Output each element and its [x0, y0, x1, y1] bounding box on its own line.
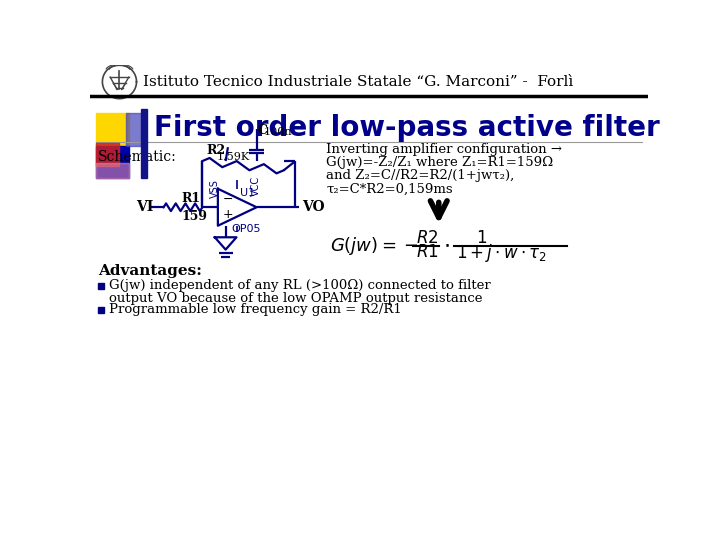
Text: G(jw) independent of any RL (>100Ω) connected to filter: G(jw) independent of any RL (>100Ω) conn…	[109, 279, 490, 292]
Text: G(jw)=-Z₂/Z₁ where Z₁=R1=159Ω: G(jw)=-Z₂/Z₁ where Z₁=R1=159Ω	[326, 156, 554, 169]
Text: Programmable low frequency gain = R2/R1: Programmable low frequency gain = R2/R1	[109, 303, 401, 316]
Text: VCC: VCC	[251, 176, 261, 195]
Text: $G(jw) = -$: $G(jw) = -$	[330, 235, 419, 256]
Text: U1: U1	[240, 188, 255, 198]
Text: VO: VO	[302, 200, 325, 214]
Bar	[141, 109, 147, 178]
Bar	[96, 163, 129, 178]
Text: output VO because of the low OPAMP output resistance: output VO because of the low OPAMP outpu…	[109, 292, 482, 305]
Text: OP05: OP05	[232, 224, 261, 234]
Text: C: C	[258, 124, 267, 137]
Text: R2: R2	[206, 144, 225, 157]
Text: $1 + j \cdot w \cdot \tau_2$: $1 + j \cdot w \cdot \tau_2$	[456, 242, 546, 264]
Text: and Z₂=C//R2=R2/(1+jwτ₂),: and Z₂=C//R2=R2/(1+jwτ₂),	[326, 169, 515, 182]
Text: 159: 159	[181, 210, 207, 223]
Text: 1.59K: 1.59K	[216, 152, 250, 162]
Text: $R1$: $R1$	[415, 244, 438, 261]
Text: −: −	[222, 193, 233, 206]
Text: R1: R1	[181, 192, 201, 205]
Text: VSS: VSS	[210, 179, 220, 198]
Bar	[98, 307, 104, 313]
Text: Inverting amplifier configuration →: Inverting amplifier configuration →	[326, 143, 562, 156]
Text: VI: VI	[137, 200, 154, 214]
Bar	[98, 283, 104, 289]
Bar	[126, 113, 143, 146]
Text: 100n: 100n	[264, 127, 292, 137]
Bar	[96, 146, 129, 178]
Text: Istituto Tecnico Industriale Statale “G. Marconi” -  Forlì: Istituto Tecnico Industriale Statale “G.…	[143, 75, 573, 89]
Text: $\cdot$: $\cdot$	[443, 235, 449, 255]
Text: $1$: $1$	[476, 231, 487, 247]
Text: +: +	[222, 208, 233, 221]
Text: First order low-pass active filter: First order low-pass active filter	[153, 114, 660, 142]
Text: $R2$: $R2$	[415, 231, 438, 247]
Text: Advantages:: Advantages:	[98, 264, 202, 278]
Bar	[96, 143, 120, 166]
Bar	[96, 113, 129, 146]
Text: τ₂=C*R2=0,159ms: τ₂=C*R2=0,159ms	[326, 183, 453, 195]
Text: Schematic:: Schematic:	[98, 150, 176, 164]
